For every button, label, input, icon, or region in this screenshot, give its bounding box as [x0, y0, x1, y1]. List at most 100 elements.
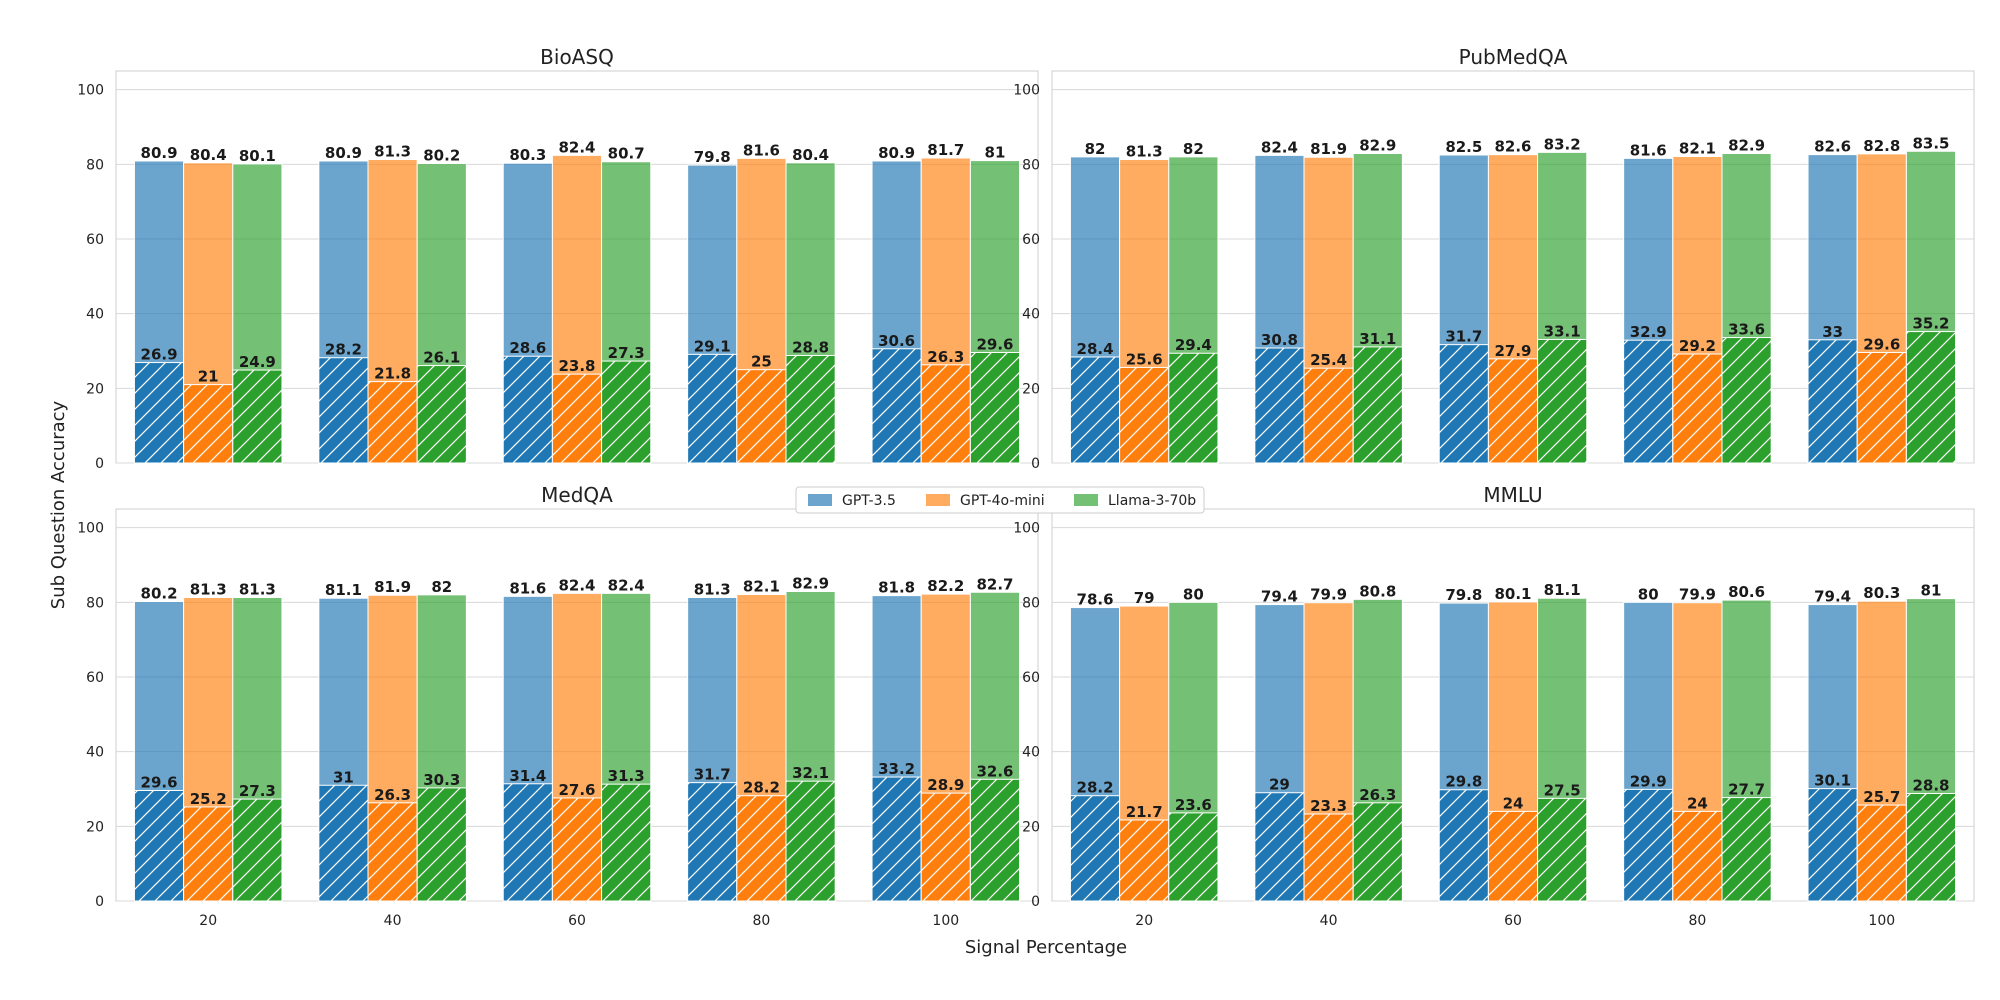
bar-value-label: 79.4 [1814, 588, 1851, 606]
bar-value-label: 81 [1921, 582, 1942, 600]
bar-value-label: 81.6 [743, 141, 780, 159]
bar-value-label: 81.3 [239, 580, 276, 598]
bar-value-label: 32.1 [792, 764, 829, 782]
y-tick-label: 0 [95, 894, 104, 910]
bar-value-label: 29.1 [694, 337, 731, 355]
legend-label: GPT-4o-mini [960, 493, 1045, 509]
bar-value-label: 82.8 [1863, 137, 1900, 155]
bar-hatched [551, 373, 603, 464]
x-tick-label: 100 [1868, 913, 1895, 929]
legend-label: Llama-3-70b [1108, 493, 1196, 509]
bar-hatched [1537, 797, 1588, 902]
bar-value-label: 28.9 [927, 776, 964, 794]
bar-hatched [133, 362, 185, 464]
bar-value-label: 82.4 [608, 576, 645, 594]
bar-value-label: 80 [1183, 585, 1204, 603]
bar-hatched [133, 789, 185, 902]
y-tick-label: 0 [1031, 894, 1040, 910]
bar-hatched [1905, 331, 1957, 464]
bar-hatched [1254, 347, 1305, 464]
bar-hatched [1168, 812, 1219, 902]
bar-value-label: 80.9 [878, 144, 915, 162]
bar-hatched [1352, 802, 1403, 902]
bar-value-label: 82.4 [558, 138, 595, 156]
y-tick-label: 80 [1022, 157, 1040, 173]
bar-hatched [1807, 788, 1858, 902]
bar-value-label: 31 [333, 768, 354, 786]
legend-label: GPT-3.5 [842, 493, 896, 509]
panel-title: PubMedQA [1459, 45, 1568, 69]
bar-value-label: 29.2 [1679, 337, 1716, 355]
bar-value-label: 26.3 [1359, 786, 1396, 804]
bar-value-label: 82.1 [1679, 139, 1716, 157]
bar-value-label: 80.2 [423, 147, 460, 165]
bar-value-label: 81.7 [927, 141, 964, 159]
bar-hatched [1487, 358, 1539, 464]
bar-hatched [871, 348, 922, 464]
bar-value-label: 82.9 [1728, 137, 1765, 155]
bar-hatched [1069, 356, 1121, 464]
bar-value-label: 25.7 [1863, 788, 1900, 806]
y-tick-label: 0 [95, 456, 104, 472]
bar-hatched [687, 782, 738, 902]
bar-value-label: 31.4 [509, 767, 546, 785]
bar-value-label: 82.4 [1261, 138, 1298, 156]
bar-value-label: 28.2 [325, 341, 362, 359]
bar-value-label: 27.3 [608, 344, 645, 362]
y-tick-label: 40 [86, 307, 104, 323]
x-tick-label: 80 [1688, 913, 1706, 929]
bar-value-label: 21.7 [1126, 803, 1163, 821]
bar-value-label: 79 [1134, 589, 1155, 607]
bar-value-label: 80.4 [792, 146, 829, 164]
bar-value-label: 28.8 [1912, 776, 1949, 794]
bar-hatched [1856, 351, 1907, 464]
bar-hatched [183, 384, 234, 464]
bar-hatched [1303, 813, 1354, 902]
bar-value-label: 23.8 [558, 357, 595, 375]
panel-title: BioASQ [540, 45, 614, 69]
bar-hatched [969, 778, 1021, 902]
y-axis-label: Sub Question Accuracy [48, 400, 69, 609]
bar-value-label: 32.9 [1630, 323, 1667, 341]
y-tick-label: 20 [1022, 381, 1040, 397]
bar-hatched [502, 355, 553, 464]
bar-value-label: 81.1 [1544, 581, 1581, 599]
bar-value-label: 80.4 [190, 146, 227, 164]
legend-swatch [1074, 494, 1098, 506]
bar-value-label: 82.5 [1445, 138, 1482, 156]
bar-value-label: 80.1 [1494, 585, 1531, 603]
bar-hatched [1856, 804, 1907, 902]
x-tick-label: 80 [752, 913, 770, 929]
bar-value-label: 23.6 [1175, 796, 1212, 814]
bar-value-label: 33 [1822, 323, 1843, 341]
panel-medqa: 0 20 40 60 80 100 MedQA 80.2 29.6 81.3 25.2 81.3 27.… [77, 483, 1039, 929]
bar-value-label: 33.2 [878, 760, 915, 778]
bar-value-label: 28.2 [743, 779, 780, 797]
bar-value-label: 24 [1503, 794, 1524, 812]
bar-value-label: 80.7 [608, 145, 645, 163]
bar-hatched [1905, 792, 1957, 902]
bar-hatched [736, 369, 787, 464]
bar-value-label: 78.6 [1077, 591, 1114, 609]
x-tick-label: 20 [1135, 913, 1153, 929]
bar-value-label: 82.4 [558, 576, 595, 594]
bar-value-label: 24.9 [239, 353, 276, 371]
bar-hatched [1254, 792, 1305, 902]
bar-hatched [183, 806, 234, 902]
bar-hatched [1807, 339, 1858, 464]
bar-hatched [1721, 797, 1772, 902]
bar-value-label: 81.1 [325, 581, 362, 599]
panel-mmlu: 0 20 40 60 80 100 MMLU 78.6 28.2 79 21.7 80 23.6 20 79… [1013, 483, 1975, 929]
y-tick-label: 60 [86, 232, 104, 248]
bar-value-label: 80.3 [509, 146, 546, 164]
x-axis-label: Signal Percentage [965, 937, 1127, 958]
panel-title: MedQA [541, 483, 613, 507]
y-tick-label: 20 [1022, 819, 1040, 835]
legend: GPT-3.5 GPT-4o-mini Llama-3-70b [795, 486, 1205, 514]
bar-hatched [1672, 353, 1723, 464]
bar-value-label: 80 [1638, 585, 1659, 603]
bar-hatched [1721, 337, 1772, 464]
bar-hatched [1303, 367, 1354, 464]
bar-value-label: 35.2 [1912, 315, 1949, 333]
bar-value-label: 30.6 [878, 332, 915, 350]
